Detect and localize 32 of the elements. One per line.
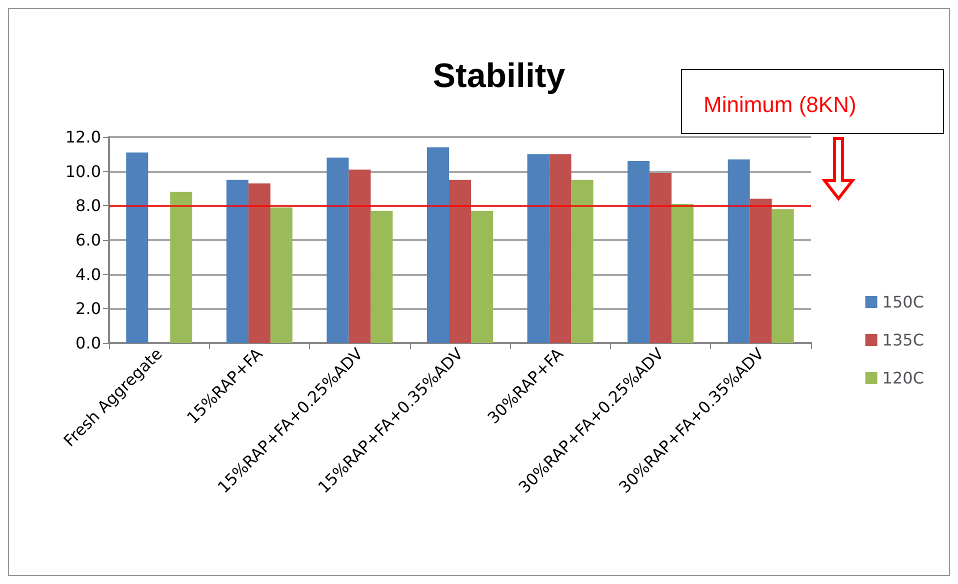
bar: [170, 192, 192, 343]
y-tick-label: 6.0: [76, 230, 101, 250]
bar: [126, 152, 148, 343]
bar: [348, 170, 371, 343]
bar: [326, 158, 349, 343]
y-tick-label: 10.0: [65, 162, 101, 181]
bar: [248, 183, 270, 343]
bar: [750, 198, 772, 343]
y-tick-label: 2.0: [76, 299, 101, 318]
legend-label: 150C: [882, 292, 924, 312]
y-tick-label: 8.0: [76, 196, 101, 216]
bar: [270, 207, 292, 343]
bar: [650, 173, 672, 343]
y-tick-label: 12.0: [65, 128, 101, 146]
bar: [728, 159, 750, 343]
bar: [370, 210, 393, 343]
bar: [571, 180, 594, 343]
bar: [427, 147, 449, 343]
ref-line-label: Minimum (8KN): [704, 92, 856, 117]
bar: [449, 180, 471, 343]
bar: [672, 204, 694, 343]
bar: [471, 210, 493, 343]
legend-label: 135C: [882, 330, 924, 350]
bar: [549, 154, 572, 343]
bar: [628, 161, 650, 343]
chart-title: Stability: [432, 57, 566, 95]
bar: [226, 180, 248, 343]
bar: [527, 154, 550, 343]
y-tick-label: 4.0: [76, 264, 101, 284]
bar: [772, 209, 794, 343]
y-tick-label: 0.0: [76, 334, 101, 352]
legend-label: 120C: [882, 368, 924, 388]
